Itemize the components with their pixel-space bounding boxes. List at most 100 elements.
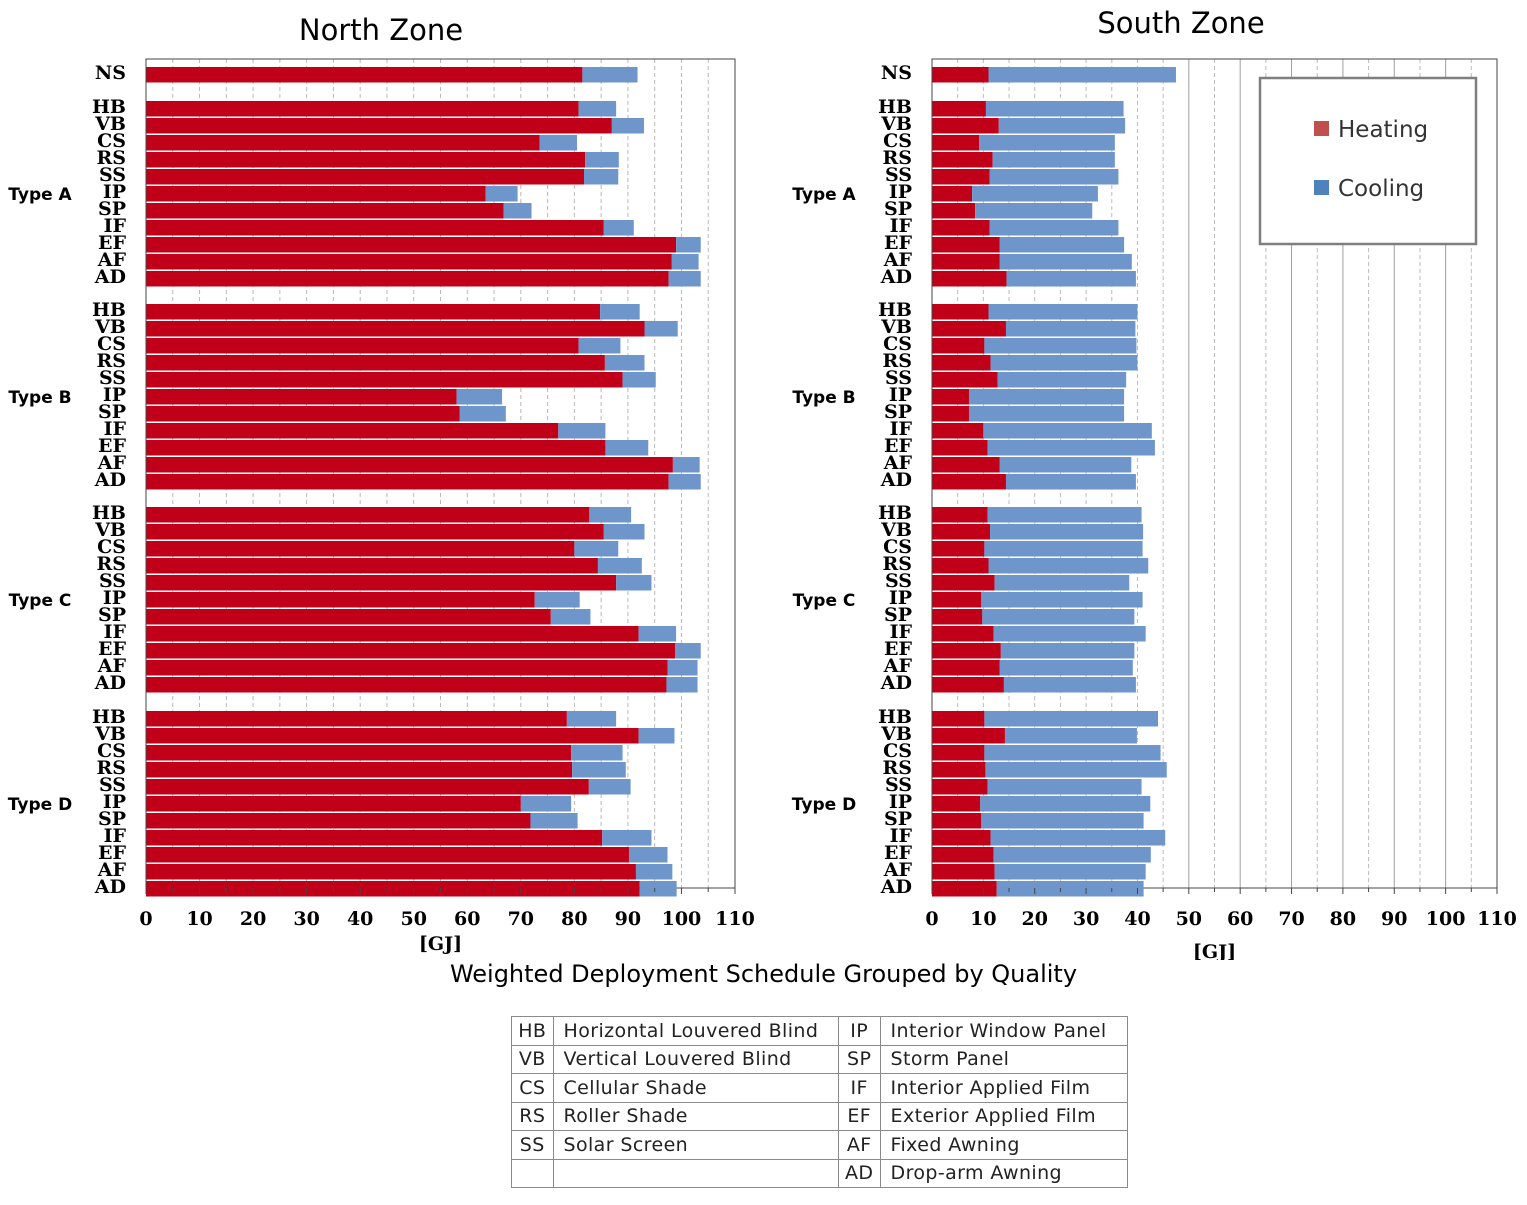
south-bar-cooling [988,304,1138,320]
north-bar-cooling [668,474,701,490]
abbreviation-meaning: Storm Panel [879,1044,1129,1074]
south-bar-heating [932,524,991,540]
abbreviation-code: AD [837,1158,881,1188]
south-bar-heating [932,152,993,168]
north-bar-cooling [644,321,678,337]
south-bar-cooling [981,592,1143,608]
north-bar-heating [146,813,531,829]
south-bar-cooling [994,864,1146,880]
south-bar-heating [932,203,976,219]
north-bar-heating [146,728,639,744]
abbreviation-code: EF [837,1101,881,1131]
south-x-tick-label: 30 [1073,908,1099,930]
south-bar-cooling [984,745,1161,761]
north-bar-cooling [584,169,619,185]
abbreviation-code: IP [837,1016,881,1046]
south-bar-cooling [993,626,1146,642]
south-category-label: RS [882,147,912,169]
south-bar-cooling [990,355,1138,371]
south-bar-heating [932,643,1001,659]
south-x-tick-label: 110 [1477,908,1517,930]
south-bar-heating [932,779,988,795]
north-bar-cooling [534,592,580,608]
south-bar-heating [932,711,985,727]
north-bar-cooling [666,677,698,693]
south-bar-heating [932,677,1004,693]
north-bar-heating [146,186,486,202]
south-category-label: AF [883,655,913,677]
north-bar-heating [146,118,612,134]
legend-cooling-swatch [1314,180,1329,195]
north-x-axis-label: [GJ] [419,933,462,955]
north-x-tick-label: 40 [347,908,373,930]
north-bar-cooling [582,67,638,83]
abbreviation-meaning: Cellular Shade [552,1073,839,1103]
north-category-label: RS [96,757,126,779]
north-bar-heating [146,847,629,863]
abbreviation-meaning: Interior Window Panel [879,1016,1129,1046]
south-bar-heating [932,423,984,439]
north-category-label: HB [92,502,126,524]
north-bar-cooling [459,406,506,422]
south-bar-cooling [999,457,1132,473]
south-bar-cooling [968,389,1125,405]
south-category-label: AF [883,452,913,474]
south-bar-heating [932,101,986,117]
north-bar-heating [146,389,457,405]
north-x-tick-label: 20 [240,908,266,930]
north-category-label: VB [94,723,126,745]
abbreviation-meaning: Interior Applied Film [879,1073,1129,1103]
south-bar-cooling [1000,643,1135,659]
north-category-label: VB [94,316,126,338]
abbreviation-row: RS Roller Shade EF Exterior Applied Film [511,1101,1129,1131]
south-bar-cooling [1005,474,1136,490]
north-category-label: IF [104,825,127,847]
south-group-label: Type C [793,591,856,611]
south-category-label: IP [889,181,912,203]
south-bar-heating [932,169,990,185]
south-x-axis-label: [GJ] [1193,941,1236,960]
north-x-tick-label: 60 [454,908,480,930]
north-bar-heating [146,237,677,253]
south-category-label: CS [883,333,912,355]
south-bar-cooling [983,423,1152,439]
abbreviation-code: CS [511,1073,554,1103]
south-category-label: IF [890,215,913,237]
south-x-tick-label: 90 [1381,908,1407,930]
south-bar-cooling [990,524,1144,540]
south-bar-heating [932,220,990,236]
south-category-label: EF [884,232,912,254]
north-category-label: IP [103,384,126,406]
south-category-label: AF [883,249,913,271]
north-category-label: SP [98,808,126,830]
south-category-label: HB [878,96,912,118]
north-bar-heating [146,355,605,371]
south-category-label: NS [881,62,912,84]
north-category-label: IF [104,621,127,643]
south-category-label: SS [885,164,912,186]
north-bar-heating [146,321,645,337]
north-bar-heating [146,881,640,897]
north-bar-heating [146,406,460,422]
south-category-label: RS [882,553,912,575]
south-category-label: VB [880,316,912,338]
south-bar-cooling [989,169,1119,185]
south-category-label: IP [889,384,912,406]
south-category-label: SP [884,401,912,423]
south-bar-heating [932,67,989,83]
south-category-label: EF [884,638,912,660]
north-bar-cooling [578,338,621,354]
north-category-label: AD [94,266,126,288]
north-bar-heating [146,524,604,540]
north-bar-cooling [539,135,578,151]
south-bar-cooling [980,796,1151,812]
south-bar-heating [932,474,1006,490]
south-category-label: SS [885,367,912,389]
south-x-tick-label: 50 [1176,908,1202,930]
south-bar-cooling [993,847,1151,863]
abbreviation-row: VB Vertical Louvered Blind SP Storm Panel [511,1044,1129,1074]
south-x-tick-label: 10 [970,908,996,930]
north-category-label: SS [99,367,126,389]
north-bar-heating [146,796,521,812]
